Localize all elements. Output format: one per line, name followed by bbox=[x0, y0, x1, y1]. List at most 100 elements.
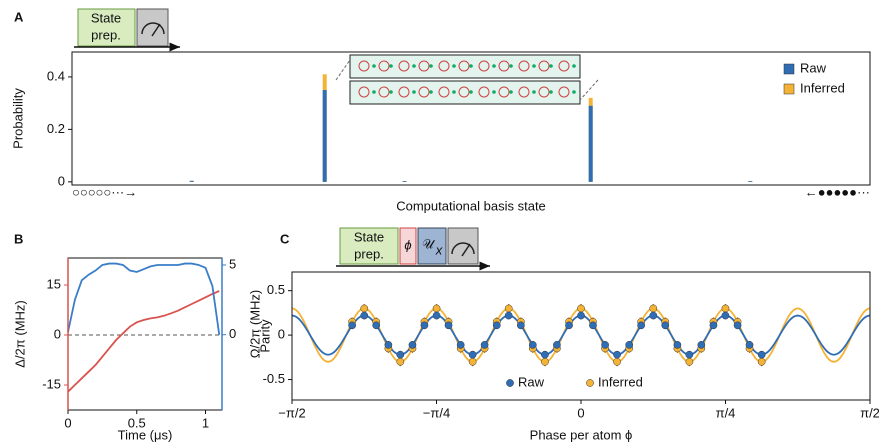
data-point bbox=[528, 341, 537, 349]
sequence-label: prep. bbox=[354, 246, 384, 261]
x-tick-label: 1 bbox=[202, 415, 209, 430]
panel-letter: B bbox=[14, 231, 23, 246]
legend-marker bbox=[506, 379, 514, 387]
atom-site bbox=[558, 60, 570, 72]
data-point bbox=[553, 341, 561, 349]
atom bbox=[509, 64, 513, 68]
atom bbox=[572, 90, 576, 94]
legend-label: Inferred bbox=[800, 80, 845, 95]
phase-gate-label: ϕ bbox=[404, 237, 411, 252]
data-point bbox=[456, 341, 465, 349]
atom bbox=[412, 90, 416, 94]
data-point bbox=[577, 311, 585, 320]
data-point bbox=[673, 341, 682, 349]
legend-swatch bbox=[783, 63, 795, 75]
data-point bbox=[649, 304, 658, 313]
sequence-label: State bbox=[354, 229, 384, 244]
atom bbox=[549, 64, 553, 68]
atom-site bbox=[498, 60, 510, 72]
atom-site bbox=[518, 86, 530, 98]
data-point bbox=[601, 341, 609, 349]
atom bbox=[469, 90, 473, 94]
data-point bbox=[516, 321, 525, 330]
bar bbox=[322, 90, 327, 182]
atom bbox=[389, 64, 393, 68]
atom bbox=[452, 64, 456, 68]
atom bbox=[549, 90, 553, 94]
data-point bbox=[372, 321, 381, 330]
data-point bbox=[757, 350, 766, 359]
data-point bbox=[432, 311, 441, 320]
atom-site bbox=[438, 60, 450, 72]
state-prep-box bbox=[339, 227, 399, 265]
data-point bbox=[384, 341, 393, 349]
sequence-label: State bbox=[91, 10, 121, 25]
atom bbox=[492, 64, 496, 68]
atom-site bbox=[478, 86, 490, 98]
atom-site bbox=[458, 86, 470, 98]
state-prep-box bbox=[77, 8, 136, 47]
data-point bbox=[348, 321, 356, 330]
data-point bbox=[613, 357, 621, 366]
x-tick-label: 0 bbox=[64, 415, 71, 430]
y-tick-label: -0.5 bbox=[263, 371, 285, 386]
y-axis-label: Probability bbox=[10, 88, 25, 149]
data-point bbox=[492, 321, 501, 330]
y-tick-label: 0.4 bbox=[47, 68, 65, 83]
x-tick-label: 0.5 bbox=[128, 415, 146, 430]
legend-marker bbox=[586, 379, 594, 387]
y-tick-label: 15 bbox=[47, 276, 61, 291]
meter-icon bbox=[141, 22, 165, 37]
data-point bbox=[420, 321, 429, 330]
data-point bbox=[697, 341, 706, 349]
y-tick-label: 0 bbox=[58, 173, 65, 188]
atom-site bbox=[518, 60, 530, 72]
unitary-label: 𝒰 bbox=[422, 236, 436, 251]
bar bbox=[189, 180, 194, 182]
data-point bbox=[757, 357, 766, 366]
data-point bbox=[360, 311, 369, 320]
data-point bbox=[468, 357, 477, 366]
x-tick-label: π/2 bbox=[860, 405, 879, 420]
data-point bbox=[541, 350, 549, 359]
data-point bbox=[745, 341, 754, 349]
measure-box bbox=[447, 227, 479, 265]
atom-site bbox=[438, 86, 450, 98]
data-point bbox=[721, 304, 730, 313]
y-tick-label: -15 bbox=[42, 376, 61, 391]
data-point bbox=[649, 311, 658, 320]
atom bbox=[509, 90, 513, 94]
y2-axis-label: Ω/2π (MHz) bbox=[247, 290, 262, 359]
atom bbox=[372, 90, 376, 94]
data-point bbox=[565, 321, 573, 330]
series-line bbox=[67, 290, 220, 393]
start-label: ○○○○○···→ bbox=[72, 184, 137, 199]
x-axis-label: Phase per atom ϕ bbox=[530, 427, 633, 442]
data-point bbox=[504, 304, 513, 313]
atom bbox=[452, 90, 456, 94]
atom-site bbox=[358, 86, 370, 98]
end-label: ←●●●●●··· bbox=[805, 184, 870, 199]
panel-letter: C bbox=[280, 231, 290, 246]
data-point bbox=[661, 321, 670, 330]
unitary-subscript: x bbox=[435, 242, 443, 257]
data-point bbox=[468, 350, 477, 359]
data-point bbox=[396, 350, 405, 359]
data-point bbox=[589, 321, 597, 330]
data-point bbox=[613, 350, 621, 359]
y-axis-label: Parity bbox=[257, 319, 272, 353]
measure-box bbox=[136, 8, 169, 47]
atom bbox=[532, 90, 536, 94]
bar bbox=[402, 181, 407, 182]
series-line bbox=[67, 262, 221, 335]
x-tick-label: π/4 bbox=[716, 405, 736, 420]
atom bbox=[429, 90, 433, 94]
data-point bbox=[625, 341, 634, 349]
atom-site bbox=[538, 86, 550, 98]
atom-site bbox=[358, 60, 370, 72]
data-point bbox=[577, 304, 585, 313]
data-point bbox=[408, 341, 417, 349]
atom-site bbox=[478, 60, 490, 72]
atom-site bbox=[418, 60, 430, 72]
